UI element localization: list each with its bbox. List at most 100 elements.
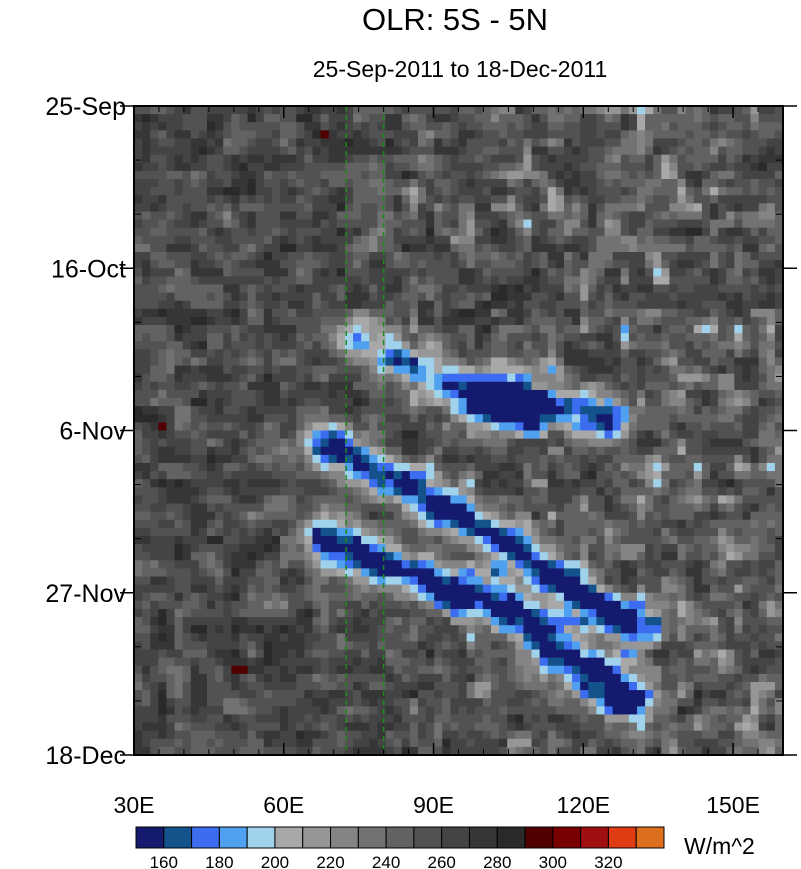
field-cell — [296, 179, 305, 188]
field-cell — [669, 300, 679, 310]
field-cell — [774, 106, 783, 115]
field-cell — [304, 462, 314, 472]
field-cell — [563, 341, 573, 350]
field-cell — [458, 544, 468, 553]
field-cell — [661, 389, 671, 399]
field-cell — [231, 414, 241, 423]
field-cell — [685, 219, 695, 229]
field-cell — [401, 462, 411, 472]
field-cell — [547, 527, 557, 537]
field-cell — [150, 316, 159, 326]
field-cell — [718, 511, 727, 521]
field-cell — [685, 511, 695, 521]
field-cell — [239, 398, 249, 407]
field-cell — [750, 462, 760, 472]
field-cell — [409, 179, 419, 188]
field-cell — [661, 219, 671, 229]
field-cell — [555, 316, 565, 326]
field-cell — [182, 503, 192, 513]
field-cell — [247, 349, 257, 359]
field-cell — [198, 584, 208, 594]
field-cell — [450, 300, 460, 310]
field-cell — [263, 544, 273, 553]
field-cell — [482, 300, 492, 310]
field-cell — [677, 235, 687, 245]
field-cell — [280, 414, 289, 423]
field-cell — [377, 592, 387, 602]
field-cell — [150, 389, 159, 399]
field-cell — [409, 276, 419, 286]
field-cell — [661, 333, 671, 342]
field-cell — [685, 600, 695, 610]
field-cell — [166, 600, 176, 610]
field-cell — [685, 154, 695, 164]
field-cell — [677, 438, 687, 448]
field-cell — [645, 430, 654, 440]
field-cell — [774, 560, 783, 570]
field-cell — [247, 430, 257, 440]
field-cell — [239, 552, 249, 561]
field-cell — [198, 462, 208, 472]
field-cell — [474, 235, 484, 245]
field-cell — [661, 146, 671, 156]
field-cell — [328, 422, 338, 432]
field-cell — [182, 576, 192, 586]
field-cell — [434, 373, 443, 383]
field-cell — [442, 195, 451, 204]
field-cell — [563, 187, 573, 196]
field-cell — [288, 243, 297, 253]
field-cell — [531, 576, 541, 586]
field-cell — [588, 268, 598, 277]
field-cell — [288, 422, 297, 432]
field-cell — [726, 487, 735, 496]
field-cell — [661, 138, 671, 148]
field-cell — [166, 300, 176, 310]
field-cell — [539, 146, 549, 156]
field-cell — [434, 511, 443, 521]
field-cell — [215, 138, 224, 148]
field-cell — [142, 568, 151, 578]
field-cell — [718, 357, 727, 367]
field-cell — [701, 365, 711, 375]
field-cell — [734, 260, 744, 269]
field-cell — [458, 446, 468, 456]
field-cell — [515, 341, 524, 350]
field-cell — [182, 243, 192, 253]
field-cell — [572, 162, 581, 172]
field-cell — [677, 389, 687, 399]
field-cell — [718, 487, 727, 496]
field-cell — [134, 552, 143, 561]
field-cell — [215, 552, 224, 561]
field-cell — [434, 535, 443, 545]
field-cell — [304, 527, 314, 537]
field-cell — [580, 243, 589, 253]
field-cell — [547, 268, 557, 277]
field-cell — [417, 495, 427, 505]
field-cell — [450, 341, 460, 350]
field-cell — [198, 284, 208, 294]
field-cell — [426, 438, 435, 448]
field-cell — [450, 122, 460, 131]
field-cell — [296, 316, 305, 326]
field-cell — [734, 187, 744, 196]
field-cell — [620, 154, 630, 164]
field-cell — [344, 300, 354, 310]
field-cell — [304, 592, 314, 602]
field-cell — [328, 430, 338, 440]
field-cell — [507, 187, 516, 196]
field-cell — [271, 308, 281, 318]
field-cell — [572, 552, 581, 561]
field-cell — [426, 170, 435, 180]
field-cell — [166, 114, 176, 123]
field-cell — [255, 130, 265, 140]
field-cell — [726, 462, 735, 472]
field-cell — [490, 454, 500, 464]
field-cell — [312, 170, 322, 180]
field-cell — [718, 544, 727, 553]
field-cell — [596, 487, 606, 496]
field-cell — [636, 600, 646, 610]
field-cell — [166, 252, 176, 261]
field-cell — [490, 130, 500, 140]
field-cell — [247, 495, 257, 505]
field-cell — [401, 203, 411, 213]
